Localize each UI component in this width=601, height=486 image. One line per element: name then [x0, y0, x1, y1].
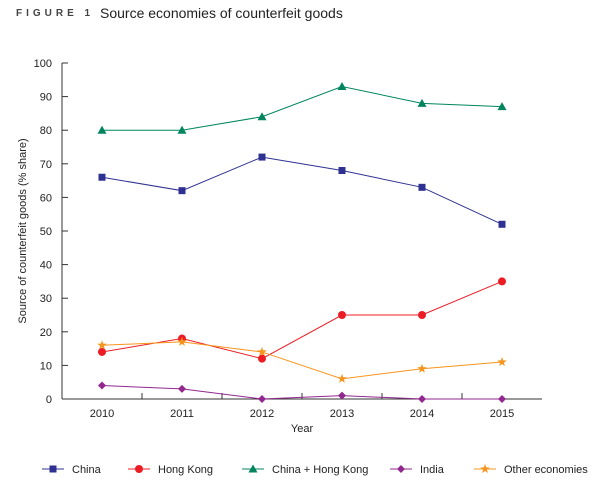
data-point-hong-kong — [418, 311, 426, 319]
data-point-china — [498, 220, 506, 228]
y-tick-label: 10 — [40, 360, 52, 372]
data-point-other-economies — [257, 347, 267, 356]
y-axis-label: Source of counterfeit goods (% share) — [17, 138, 29, 323]
y-tick-label: 40 — [40, 260, 52, 272]
data-point-other-economies — [177, 336, 187, 346]
x-tick-label: 2014 — [410, 408, 434, 420]
x-tick-label: 2010 — [90, 408, 114, 420]
y-tick-label: 60 — [40, 192, 52, 204]
data-point-china-hong-kong — [177, 125, 187, 134]
data-point-india — [338, 391, 346, 400]
data-point-india — [98, 381, 106, 390]
series-line-china-hong-kong — [102, 86, 503, 131]
data-point-other-economies — [337, 373, 347, 383]
x-tick-label: 2012 — [250, 408, 274, 420]
legend-marker-other-economies — [480, 464, 490, 473]
data-point-china-hong-kong — [257, 112, 267, 121]
data-point-china — [338, 167, 346, 175]
series-line-hong-kong — [101, 280, 503, 360]
series-line-india — [101, 385, 502, 400]
data-point-china-hong-kong — [497, 102, 507, 111]
data-point-other-economies — [417, 363, 427, 373]
data-point-china-hong-kong — [337, 82, 347, 91]
legend-label-china: China — [72, 464, 102, 476]
legend-marker-china-hong-kong — [248, 464, 258, 473]
x-tick-label: 2015 — [490, 408, 514, 420]
y-tick-label: 90 — [40, 92, 52, 104]
series-line-china — [101, 156, 503, 225]
legend-label-china-hong-kong: China + Hong Kong — [272, 464, 368, 476]
data-point-india — [258, 395, 266, 403]
legend-label-other-economies: Other economies — [504, 464, 588, 476]
data-point-hong-kong — [258, 354, 266, 363]
y-tick-label: 20 — [40, 327, 52, 339]
legend-marker-china — [49, 465, 57, 473]
data-point-china — [98, 173, 106, 181]
figure-title: Source economies of counterfeit goods — [100, 5, 343, 21]
data-point-china-hong-kong — [97, 125, 107, 134]
data-point-other-economies — [97, 340, 107, 350]
data-point-hong-kong — [498, 277, 506, 286]
data-point-china — [418, 183, 426, 191]
figure-label: FIGURE 1 — [16, 8, 95, 19]
y-tick-label: 30 — [40, 293, 52, 305]
y-tick-label: 0 — [46, 394, 52, 406]
data-point-india — [418, 395, 426, 403]
data-point-hong-kong — [338, 311, 346, 319]
data-point-china — [178, 187, 186, 195]
data-point-india — [498, 395, 506, 403]
x-tick-label: 2011 — [170, 408, 194, 420]
series-line-other-economies — [101, 341, 503, 380]
data-point-china-hong-kong — [417, 98, 427, 107]
data-point-other-economies — [497, 357, 507, 367]
y-tick-label: 100 — [34, 58, 52, 70]
legend-label-india: India — [420, 464, 445, 476]
y-tick-label: 70 — [40, 159, 52, 171]
x-axis-label: Year — [291, 423, 314, 435]
x-tick-label: 2013 — [330, 408, 354, 420]
y-tick-label: 50 — [40, 226, 52, 238]
legend-label-hong-kong: Hong Kong — [158, 464, 213, 476]
y-tick-label: 80 — [40, 125, 52, 137]
data-point-hong-kong — [98, 347, 106, 356]
data-point-india — [178, 384, 186, 393]
legend-marker-india — [397, 465, 405, 473]
legend-marker-hong-kong — [135, 465, 143, 473]
data-point-china — [258, 153, 266, 161]
